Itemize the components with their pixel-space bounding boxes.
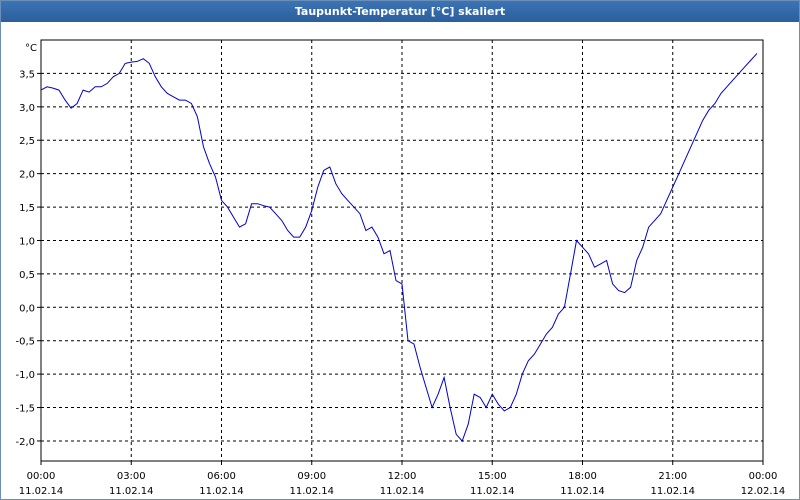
- x-tick-time-label: 03:00: [117, 471, 146, 482]
- y-tick-label: 3,0: [19, 103, 35, 114]
- x-tick-time-label: 21:00: [658, 471, 687, 482]
- x-tick-time-label: 00:00: [27, 471, 56, 482]
- x-tick-date-label: 11.02.14: [199, 486, 244, 497]
- grid: [41, 40, 763, 461]
- x-tick-date-label: 11.02.14: [19, 486, 64, 497]
- x-tick-time-label: 00:00: [749, 471, 778, 482]
- y-tick-label: -1,0: [15, 370, 35, 381]
- x-tick-time-label: 18:00: [568, 471, 597, 482]
- y-tick-label: 2,5: [19, 136, 35, 147]
- y-tick-label: 2,0: [19, 170, 35, 181]
- x-axis-ticks: 00:00 11.02.14 03:00 11.02.14 06:00 11.02.14 0…: [19, 461, 786, 497]
- x-tick-date-label: 11.02.14: [470, 486, 515, 497]
- series-line-0: [40, 53, 758, 442]
- x-tick-time-label: 06:00: [207, 471, 236, 482]
- x-tick-time-label: 09:00: [297, 471, 326, 482]
- x-tick-date-label: 11.02.14: [650, 486, 695, 497]
- x-tick-time-label: 12:00: [388, 471, 417, 482]
- y-tick-label: -0,5: [15, 337, 35, 348]
- y-tick-label: 1,5: [19, 203, 35, 214]
- x-tick-date-label: 11.02.14: [380, 486, 425, 497]
- y-tick-label: 0,5: [19, 270, 35, 281]
- x-tick-date-label: 12.02.14: [741, 486, 786, 497]
- y-tick-label: 1,0: [19, 236, 35, 247]
- y-axis-label: °C: [25, 43, 37, 54]
- y-tick-label: -1,5: [15, 404, 35, 415]
- y-tick-label: -2,0: [15, 437, 35, 448]
- y-tick-label: 0,0: [19, 303, 35, 314]
- x-tick-date-label: 11.02.14: [109, 486, 154, 497]
- x-tick-date-label: 11.02.14: [289, 486, 334, 497]
- y-tick-label: 3,5: [19, 69, 35, 80]
- y-axis-ticks: 3,5 3,0 2,5 2,0 1,5 1,0 0,5 0,0 -0,5 -1,0 -1,5 -2,0: [15, 69, 41, 448]
- chart-title: Taupunkt-Temperatur [°C] skaliert: [1, 1, 799, 22]
- x-tick-time-label: 15:00: [478, 471, 507, 482]
- x-tick-date-label: 11.02.14: [560, 486, 605, 497]
- series: [40, 53, 758, 442]
